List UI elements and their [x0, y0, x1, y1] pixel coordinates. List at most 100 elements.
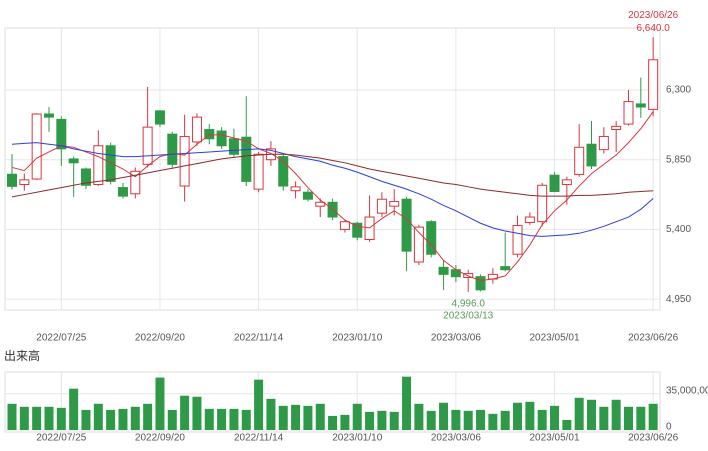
- candle-body: [191, 116, 202, 143]
- volume-bar: [352, 403, 362, 430]
- candle-body: [586, 143, 597, 167]
- volume-bar: [402, 376, 412, 430]
- volume-bar: [426, 410, 436, 430]
- volume-bar: [340, 414, 350, 430]
- moving-average: [11, 142, 654, 237]
- candle-body: [500, 266, 511, 271]
- annotation-value: 6,640.0: [636, 23, 670, 34]
- x-tick-label: 2022/11/14: [234, 433, 284, 444]
- x-tick-label: 2022/07/25: [36, 333, 86, 344]
- volume-bar: [217, 408, 227, 430]
- volume-bar: [19, 406, 29, 430]
- candle-body: [204, 128, 215, 140]
- x-tick-label: 2022/07/25: [36, 433, 86, 444]
- volume-bar: [513, 402, 523, 430]
- y-tick-label: 5,400: [666, 224, 691, 235]
- candle-body: [117, 187, 128, 197]
- candle-body: [623, 101, 634, 125]
- volume-bar: [266, 398, 276, 430]
- price-panel: [4, 27, 661, 311]
- volume-bar: [624, 406, 633, 430]
- candle-body: [167, 133, 178, 165]
- volume-bar: [599, 406, 609, 430]
- candle-body: [401, 198, 412, 252]
- candle-body: [598, 135, 609, 151]
- volume-bar: [56, 407, 66, 430]
- candle-body: [648, 59, 659, 110]
- candle-body: [80, 168, 91, 186]
- volume-bar: [7, 403, 17, 430]
- candle-body: [142, 126, 153, 165]
- candle-body: [438, 266, 449, 275]
- volume-bar: [537, 409, 547, 430]
- candle-body: [574, 146, 585, 175]
- volume-bar: [291, 404, 301, 430]
- volume-bar: [118, 408, 128, 430]
- candle-body: [512, 225, 523, 255]
- volume-bar: [204, 408, 214, 430]
- y-tick-label: 35,000,000: [666, 385, 708, 396]
- candle-body: [105, 145, 116, 182]
- candle-body: [315, 201, 326, 207]
- volume-bar: [241, 409, 251, 430]
- volume-bar: [155, 377, 165, 430]
- volume-bar: [611, 399, 621, 430]
- x-tick-label: 2023/01/10: [332, 433, 382, 444]
- x-tick-label: 2023/03/06: [431, 333, 481, 344]
- volume-bar: [587, 399, 597, 430]
- volume-bar: [278, 405, 288, 430]
- annotation-date: 2023/06/26: [628, 10, 678, 21]
- candle-body: [549, 174, 560, 192]
- volume-bar: [500, 410, 510, 430]
- x-tick-label: 2023/05/01: [529, 433, 579, 444]
- volume-bar: [180, 395, 190, 430]
- moving-average: [11, 111, 654, 282]
- volume-bar: [44, 406, 54, 430]
- candle-body: [93, 145, 104, 185]
- volume-bar: [562, 419, 572, 430]
- volume-bar: [315, 403, 325, 430]
- volume-bar: [93, 403, 103, 430]
- x-tick-label: 2023/06/26: [628, 433, 678, 444]
- volume-bar: [574, 397, 584, 430]
- volume-bar: [328, 415, 338, 430]
- volume-bar: [143, 403, 153, 430]
- candle-body: [43, 113, 54, 118]
- moving-average: [11, 153, 654, 198]
- candle-body: [253, 153, 264, 190]
- y-tick-label: 5,850: [666, 154, 691, 165]
- candle-body: [524, 216, 535, 223]
- candle-body: [241, 136, 252, 182]
- volume-bar: [636, 406, 646, 430]
- volume-bar: [106, 409, 116, 430]
- volume-bar: [476, 409, 486, 430]
- x-tick-label: 2023/05/01: [529, 333, 579, 344]
- volume-bar: [414, 403, 424, 430]
- candle-body: [19, 179, 30, 185]
- volume-title: 出来高: [4, 348, 40, 363]
- candle-body: [179, 135, 190, 187]
- candle-body: [228, 138, 239, 155]
- volume-bar: [32, 406, 42, 430]
- candle-body: [216, 130, 227, 147]
- x-tick-label: 2022/09/20: [135, 433, 185, 444]
- candle-body: [426, 221, 437, 255]
- volume-bar: [229, 408, 239, 430]
- candle-body: [278, 156, 289, 187]
- candle-body: [537, 184, 548, 223]
- candle-body: [154, 110, 165, 125]
- y-tick-label: 0: [666, 422, 672, 433]
- candle-body: [339, 221, 350, 230]
- volume-bar: [463, 410, 473, 430]
- candle-body: [302, 191, 313, 200]
- candle-body: [413, 226, 424, 263]
- volume-bar: [648, 403, 658, 430]
- volume-bar: [192, 396, 202, 430]
- candle-body: [68, 158, 79, 164]
- volume-bar: [550, 405, 560, 430]
- volume-bar: [488, 413, 498, 430]
- volume-bar: [439, 402, 449, 430]
- y-tick-label: 6,300: [666, 85, 691, 96]
- volume-bar: [167, 409, 177, 430]
- volume-bar: [130, 406, 140, 430]
